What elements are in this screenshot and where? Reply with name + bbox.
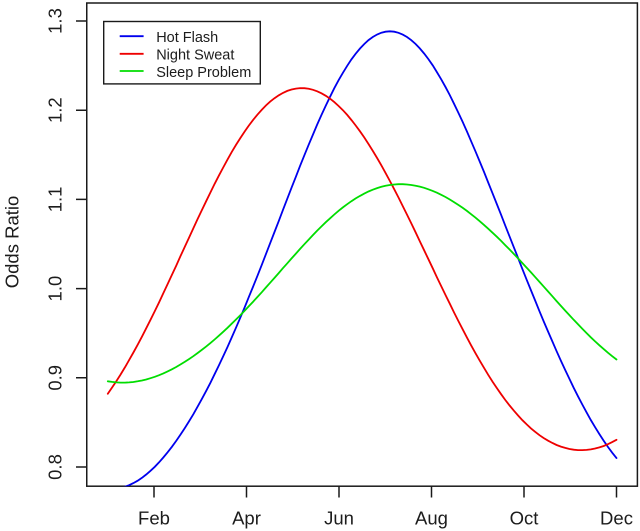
svg-text:Sleep Problem: Sleep Problem (156, 65, 251, 81)
svg-text:Oct: Oct (510, 508, 539, 529)
svg-text:Dec: Dec (600, 508, 633, 529)
svg-text:1.3: 1.3 (45, 8, 66, 34)
svg-text:Aug: Aug (415, 508, 448, 529)
svg-text:1.2: 1.2 (45, 97, 66, 123)
svg-text:1.0: 1.0 (45, 276, 66, 302)
svg-text:1.1: 1.1 (45, 187, 66, 213)
svg-text:Jun: Jun (324, 508, 354, 529)
svg-text:Night Sweat: Night Sweat (156, 48, 234, 64)
svg-text:0.8: 0.8 (45, 454, 66, 480)
svg-text:Hot Flash: Hot Flash (156, 30, 218, 46)
svg-text:Odds Ratio: Odds Ratio (2, 196, 23, 289)
svg-text:Feb: Feb (138, 508, 170, 529)
svg-text:Apr: Apr (232, 508, 261, 529)
svg-text:0.9: 0.9 (45, 365, 66, 391)
